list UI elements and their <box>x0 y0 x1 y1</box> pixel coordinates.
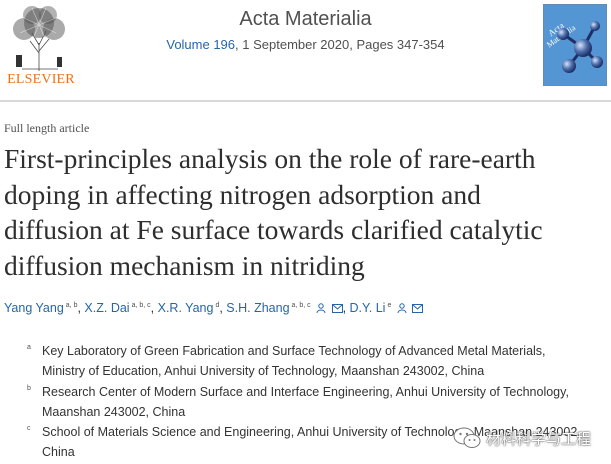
author-link[interactable]: S.H. Zhang <box>226 301 290 315</box>
issue-info: Volume 196, 1 September 2020, Pages 347-… <box>0 37 611 52</box>
email-icon[interactable] <box>412 302 424 316</box>
affiliation: Key Laboratory of Green Fabrication and … <box>42 341 607 381</box>
publisher-logo-text: ELSEVIER <box>7 72 75 87</box>
affiliation-line: China <box>42 445 75 459</box>
affiliation-label: b <box>27 385 31 392</box>
journal-cover-molecule-icon[interactable]: Acta Materialia <box>542 3 608 87</box>
author-link[interactable]: X.R. Yang <box>157 301 214 315</box>
author-link[interactable]: X.Z. Dai <box>84 301 130 315</box>
affiliation-line: School of Materials Science and Engineer… <box>42 425 581 439</box>
title-line: diffusion mechanism in nitriding <box>4 249 365 281</box>
person-icon[interactable] <box>316 302 326 316</box>
watermark-text: 材料科学与工程 <box>486 430 592 448</box>
title-line: First-principles analysis on the role of… <box>4 143 536 174</box>
affiliation-sup[interactable]: a, b <box>65 301 78 309</box>
title-line: diffusion at Fe surface towards clarifie… <box>4 214 543 245</box>
author-link[interactable]: Yang Yang <box>4 301 64 315</box>
watermark: 材料科学与工程 <box>453 424 607 454</box>
affiliation-label: c <box>27 425 31 432</box>
affiliation: School of Materials Science and Engineer… <box>42 422 607 462</box>
author-list: Yang Yang a, b, X.Z. Dai a, b, c, X.R. Yan… <box>4 301 424 316</box>
issue-details: , 1 September 2020, Pages 347-354 <box>235 37 445 52</box>
author-link[interactable]: D.Y. Li <box>349 301 386 315</box>
person-icon[interactable] <box>397 302 407 316</box>
affiliation-line: Research Center of Modern Surface and In… <box>42 385 569 399</box>
affiliation-line: Maanshan 243002, China <box>42 405 186 419</box>
affiliation: Research Center of Modern Surface and In… <box>42 382 607 422</box>
article-title: First-principles analysis on the role of… <box>4 141 604 283</box>
title-line: doping in affecting nitrogen adsorption … <box>4 178 481 210</box>
elsevier-tree-icon[interactable] <box>2 3 77 89</box>
article-header: ELSEVIER Acta Materialia Volume 196, 1 S… <box>0 0 611 110</box>
affiliation-sup[interactable]: a, b, c <box>131 301 151 309</box>
affiliation-sup[interactable]: e <box>387 301 392 309</box>
volume-link[interactable]: Volume 196 <box>166 37 236 52</box>
affiliation-sup[interactable]: d <box>215 301 220 309</box>
article-type: Full length article <box>4 121 90 135</box>
affiliation-line: Ministry of Education, Anhui University … <box>42 364 485 378</box>
affiliation-line: Key Laboratory of Green Fabrication and … <box>42 344 546 358</box>
email-icon[interactable] <box>331 302 343 316</box>
affiliation-sup[interactable]: a, b, c <box>291 301 311 309</box>
affiliation-label: a <box>27 344 31 351</box>
header-divider <box>0 100 611 102</box>
journal-title[interactable]: Acta Materialia <box>239 8 372 30</box>
wechat-icon <box>453 427 481 454</box>
